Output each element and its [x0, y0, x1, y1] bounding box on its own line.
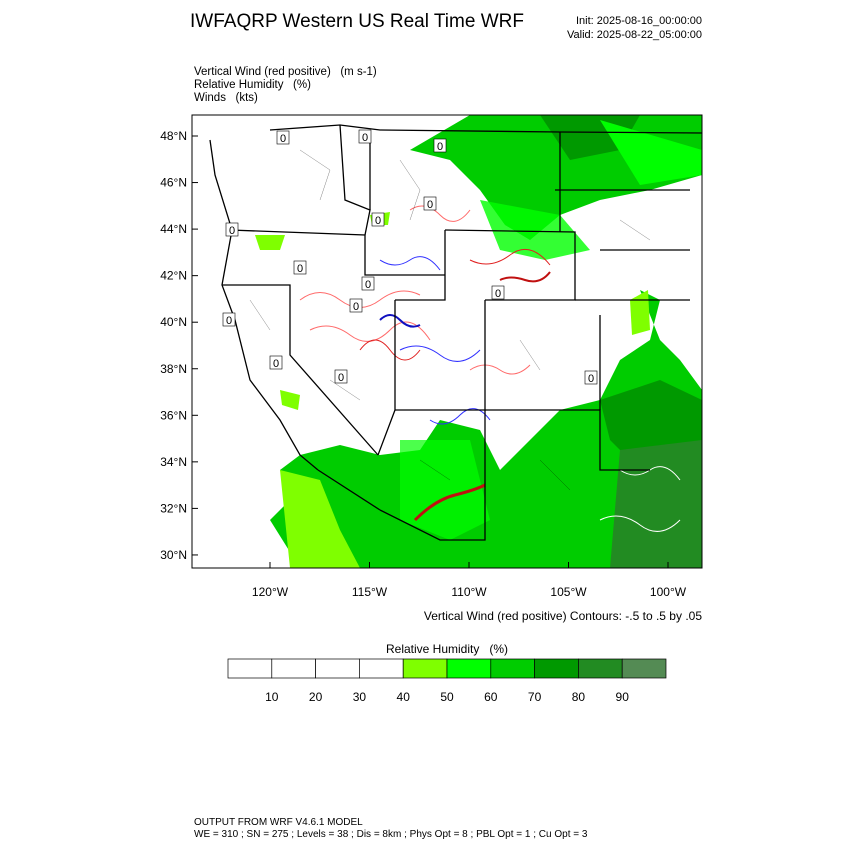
- lat-label: 48°N: [160, 129, 187, 143]
- contour-label-box: [371, 212, 385, 227]
- contour-label-box: [222, 312, 236, 327]
- contour-label-box: [423, 196, 437, 211]
- contour-label-box: [491, 285, 505, 300]
- lat-label: 32°N: [160, 501, 187, 515]
- contour-label-box: [269, 355, 283, 370]
- valid-time: Valid: 2025-08-22_05:00:00: [567, 29, 702, 41]
- lat-label: 30°N: [160, 548, 187, 562]
- contour-note: Vertical Wind (red positive) Contours: -…: [424, 609, 702, 623]
- colorbar-title: Relative Humidity (%): [386, 642, 508, 656]
- lat-label: 36°N: [160, 408, 187, 422]
- lat-label: 42°N: [160, 269, 187, 283]
- colorbar-label: 50: [440, 690, 454, 704]
- contour-label: 0: [229, 225, 235, 237]
- lon-label: 115°W: [352, 585, 388, 599]
- init-time: Init: 2025-08-16_00:00:00: [576, 15, 702, 27]
- title: IWFAQRP Western US Real Time WRF: [190, 11, 524, 32]
- contour-label: 0: [362, 132, 368, 144]
- map-frame: [191, 114, 703, 569]
- contour-label-box: [361, 276, 375, 291]
- colorbar-box: [490, 658, 535, 679]
- colorbar-label: 20: [309, 690, 323, 704]
- contour-label: 0: [495, 288, 501, 300]
- contour-label-box: [293, 260, 307, 275]
- contour-label: 0: [375, 215, 381, 227]
- colorbar-label: 80: [572, 690, 586, 704]
- colorbar-box: [315, 658, 360, 679]
- colorbar-box: [621, 658, 667, 679]
- contour-label-box: [358, 129, 372, 144]
- colorbar-box: [446, 658, 492, 679]
- colorbar-label: 90: [616, 690, 630, 704]
- colorbar-label: 10: [265, 690, 279, 704]
- contour-label: 0: [280, 133, 286, 145]
- contour-label: 0: [427, 199, 433, 211]
- contour-label-box: [349, 298, 363, 313]
- colorbar-label: 60: [484, 690, 498, 704]
- lon-label: 100°W: [650, 585, 687, 599]
- colorbar-box: [578, 658, 623, 679]
- footer-line: WE = 310 ; SN = 275 ; Levels = 38 ; Dis …: [194, 829, 588, 840]
- colorbar-box: [271, 658, 316, 679]
- colorbar-label: 40: [397, 690, 411, 704]
- contour-label-box: [584, 370, 598, 385]
- field-label: Winds (kts): [194, 92, 258, 104]
- contour-label-box: [225, 222, 239, 237]
- contour-label: 0: [226, 315, 232, 327]
- colorbar-box: [402, 658, 448, 679]
- map-field: [192, 115, 702, 568]
- contour-label: 0: [273, 358, 279, 370]
- lon-label: 105°W: [550, 585, 587, 599]
- contour-label-box: [276, 130, 290, 145]
- colorbar-label: 30: [353, 690, 367, 704]
- contour-label: 0: [437, 141, 443, 153]
- contour-label: 0: [338, 372, 344, 384]
- lat-label: 38°N: [160, 362, 187, 376]
- lat-label: 46°N: [160, 176, 187, 190]
- colorbar-label: 70: [528, 690, 542, 704]
- footer-line: OUTPUT FROM WRF V4.6.1 MODEL: [194, 817, 363, 828]
- contour-label-box: [433, 138, 447, 153]
- lat-label: 44°N: [160, 222, 187, 236]
- contour-label: 0: [365, 279, 371, 291]
- field-label: Relative Humidity (%): [194, 79, 311, 91]
- lon-label: 110°W: [451, 585, 487, 599]
- colorbar-box: [359, 658, 404, 679]
- contour-label: 0: [588, 373, 594, 385]
- contour-label-box: [334, 369, 348, 384]
- contour-label: 0: [353, 301, 359, 313]
- field-label: Vertical Wind (red positive) (m s-1): [194, 66, 377, 78]
- colorbar-box: [534, 658, 579, 679]
- lat-label: 34°N: [160, 455, 187, 469]
- colorbar-box: [227, 658, 273, 679]
- contour-label: 0: [297, 263, 303, 275]
- lat-label: 40°N: [160, 315, 187, 329]
- lon-label: 120°W: [252, 585, 289, 599]
